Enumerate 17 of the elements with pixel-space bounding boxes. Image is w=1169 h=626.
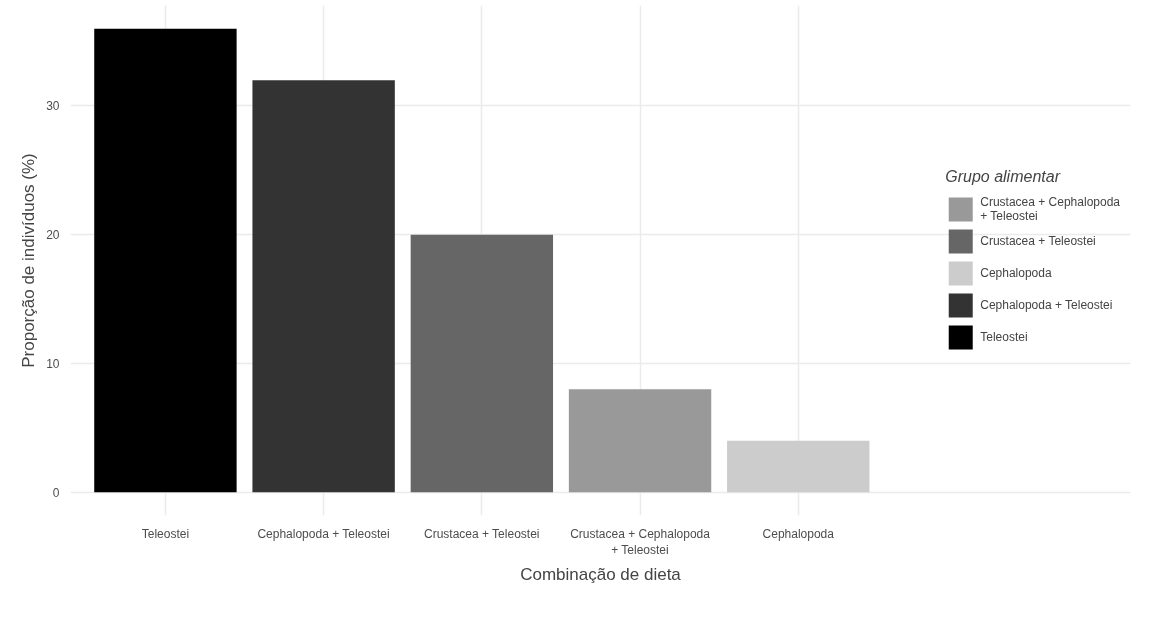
legend-label: Cephalopoda <box>980 265 1052 282</box>
legend-label: Teleostei <box>980 329 1028 346</box>
x-tick-label: Teleostei <box>141 526 190 541</box>
y-tick-label: 0 <box>52 485 60 500</box>
y-tick-label: 10 <box>46 357 60 372</box>
y-axis-title: Proporção de indivíduos (%) <box>19 153 39 368</box>
x-tick-label: Crustacea + Cephalopoda + Teleostei <box>570 526 711 558</box>
x-axis-title: Combinação de dieta <box>520 565 682 585</box>
x-tick-label: Cephalopoda <box>762 526 835 541</box>
legend-title: Grupo alimentar <box>945 168 1062 186</box>
y-tick-label: 30 <box>46 99 60 114</box>
legend-label: Cephalopoda + Teleostei <box>980 297 1113 314</box>
legend-label: Crustacea + Cephalopoda + Teleostei <box>980 194 1120 224</box>
x-tick-label: Crustacea + Teleostei <box>423 526 540 541</box>
y-tick-label: 20 <box>46 228 60 243</box>
legend-label: Crustacea + Teleostei <box>980 233 1096 250</box>
x-tick-label: Cephalopoda + Teleostei <box>257 526 390 541</box>
